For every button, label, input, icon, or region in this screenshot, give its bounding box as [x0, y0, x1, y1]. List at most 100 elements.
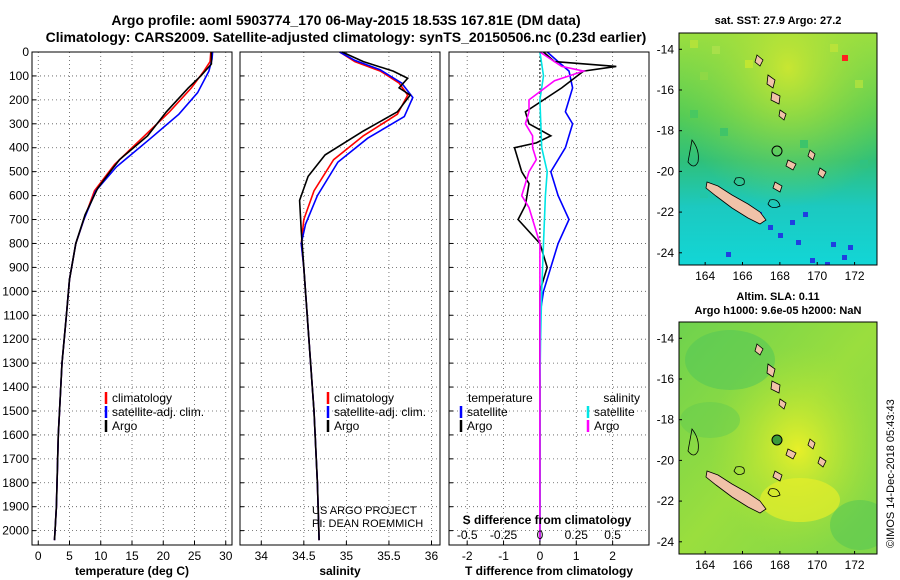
map-x-tick-label: 168 — [770, 269, 790, 283]
s-tick-label: 0.25 — [565, 528, 589, 542]
salinity-legend: climatology satellite-adj. clim. Argo US… — [312, 391, 426, 530]
y-tick-label: 1100 — [3, 308, 29, 322]
map-y-tick-label: -20 — [657, 164, 675, 178]
legend-label-s-argo: Argo — [594, 419, 620, 433]
x-tick-label: 5 — [66, 549, 73, 563]
y-tick-label: 1500 — [2, 404, 29, 418]
y-tick-label: 0 — [22, 45, 29, 59]
x-axis-title: temperature (deg C) — [75, 564, 189, 578]
x-axis-title: salinity — [319, 564, 361, 578]
x-tick-label: 34.5 — [292, 549, 316, 563]
map-y-tick-label: -24 — [657, 535, 675, 549]
map-x-tick-label: 170 — [807, 269, 827, 283]
legend-label-t-satellite: satellite — [467, 405, 508, 419]
y-tick-label: 700 — [9, 213, 29, 227]
sst-pixel-noise — [690, 40, 868, 198]
sst-warm-patch — [679, 33, 877, 265]
map-y-tick-label: -16 — [657, 83, 675, 97]
map-x-tick-label: 166 — [732, 558, 752, 572]
series-line-satellite-adj-clim- — [53, 51, 214, 541]
sla-map-axes: 164 166 168 170 172 -14 -16 -18 -20 -22 -24 — [657, 331, 865, 572]
sla-reefs — [687, 428, 781, 497]
y-tick-label: 1900 — [2, 500, 29, 514]
x-tick-label: 36 — [425, 549, 439, 563]
map-x-tick-label: 168 — [770, 558, 790, 572]
legend-label-t-argo: Argo — [467, 419, 493, 433]
map-x-tick-label: 164 — [695, 269, 715, 283]
x-tick-label: 35 — [340, 549, 354, 563]
x-tick-label: 35.5 — [377, 549, 401, 563]
x-tick-label: 0 — [35, 549, 42, 563]
map-y-tick-label: -18 — [657, 413, 675, 427]
y-tick-label: 600 — [9, 189, 29, 203]
s-tick-label: 0.5 — [604, 528, 621, 542]
y-tick-label: 1200 — [2, 332, 29, 346]
salinity-panel: 34 34.5 35 35.5 36 salinity — [239, 51, 441, 578]
legend-title-temperature: temperature — [468, 391, 533, 405]
credit-line1: US ARGO PROJECT — [312, 505, 417, 517]
sla-map-title-line2: Argo h1000: 9.6e-05 h2000: NaN — [695, 305, 862, 317]
series-line-t-satellite — [539, 51, 574, 541]
plot-frame — [448, 51, 650, 546]
x-tick-label: -2 — [462, 549, 473, 563]
legend-label-argo: Argo — [112, 419, 138, 433]
x-tick-label: 25 — [188, 549, 202, 563]
temperature-legend: climatology satellite-adj. clim. Argo — [104, 391, 204, 433]
sla-map-frame — [678, 321, 878, 555]
map-y-tick-label: -22 — [657, 494, 675, 508]
credit-line2: PI: DEAN ROEMMICH — [312, 518, 423, 530]
map-y-tick-label: -14 — [657, 42, 675, 56]
y-tick-label: 800 — [9, 236, 29, 250]
sla-green-patch — [830, 500, 877, 550]
y-tick-label: 1300 — [2, 356, 29, 370]
sla-yellow-patch — [760, 478, 840, 522]
s-tick-label: -0.25 — [490, 528, 518, 542]
map-x-tick-label: 170 — [807, 558, 827, 572]
map-y-tick-label: -14 — [657, 331, 675, 345]
y-tick-label: 500 — [9, 165, 29, 179]
map-x-tick-label: 172 — [845, 269, 865, 283]
series-line-s-argo — [520, 51, 587, 541]
series-line-climatology — [53, 51, 212, 541]
sla-argo-marker — [771, 434, 783, 446]
legend-label-climatology: climatology — [334, 391, 394, 405]
sla-land — [705, 343, 827, 514]
legend-label-argo: Argo — [334, 419, 360, 433]
x-tick-label: 0 — [537, 549, 544, 563]
sla-green-patch — [685, 330, 775, 390]
s-tick-label: -0.5 — [457, 528, 478, 542]
temperature-panel: 0 5 10 15 20 25 30 temperature (deg C) 0 100 200 30… — [2, 45, 232, 578]
sla-map — [679, 322, 877, 554]
difference-panel: -2 -1 0 1 2T difference from climatology -0.5… — [448, 51, 650, 578]
sst-map — [679, 33, 877, 265]
y-tick-label: 300 — [9, 117, 29, 131]
y-tick-label: 2000 — [2, 524, 29, 538]
y-tick-label: 100 — [9, 69, 29, 83]
x-tick-label: 10 — [94, 549, 108, 563]
imos-watermark: ©IMOS 14-Dec-2018 05:43:43 — [885, 399, 897, 548]
sla-green-patch — [680, 402, 740, 438]
x-tick-label: -1 — [498, 549, 509, 563]
map-y-tick-label: -24 — [657, 246, 675, 260]
plot-frame — [239, 51, 441, 546]
sst-argo-marker — [771, 145, 783, 157]
sla-map-title-line1: Altim. SLA: 0.11 — [736, 291, 819, 303]
y-tick-label: 200 — [9, 93, 29, 107]
sst-map-title: sat. SST: 27.9 Argo: 27.2 — [715, 15, 842, 27]
legend-title-salinity: salinity — [603, 391, 640, 405]
x-tick-label: 34 — [255, 549, 269, 563]
y-tick-label: 400 — [9, 141, 29, 155]
legend-label-s-satellite: satellite — [594, 405, 635, 419]
difference-legend: temperature salinity satellite Argo sate… — [459, 391, 640, 527]
x-tick-label: 2 — [609, 549, 616, 563]
y-tick-label: 1000 — [2, 284, 29, 298]
x-axis-title: T difference from climatology — [465, 564, 633, 578]
map-x-tick-label: 166 — [732, 269, 752, 283]
sst-map-frame — [678, 32, 878, 266]
x-tick-label: 1 — [573, 549, 580, 563]
map-y-tick-label: -18 — [657, 124, 675, 138]
sst-map-axes: 164 166 168 170 172 -14 -16 -18 -20 -22 -24 — [657, 42, 865, 283]
plot-frame — [31, 51, 233, 546]
map-x-tick-label: 172 — [845, 558, 865, 572]
